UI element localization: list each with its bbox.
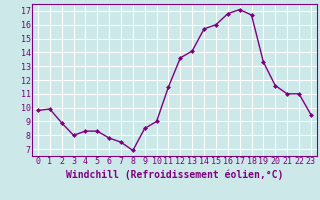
X-axis label: Windchill (Refroidissement éolien,°C): Windchill (Refroidissement éolien,°C) (66, 169, 283, 180)
